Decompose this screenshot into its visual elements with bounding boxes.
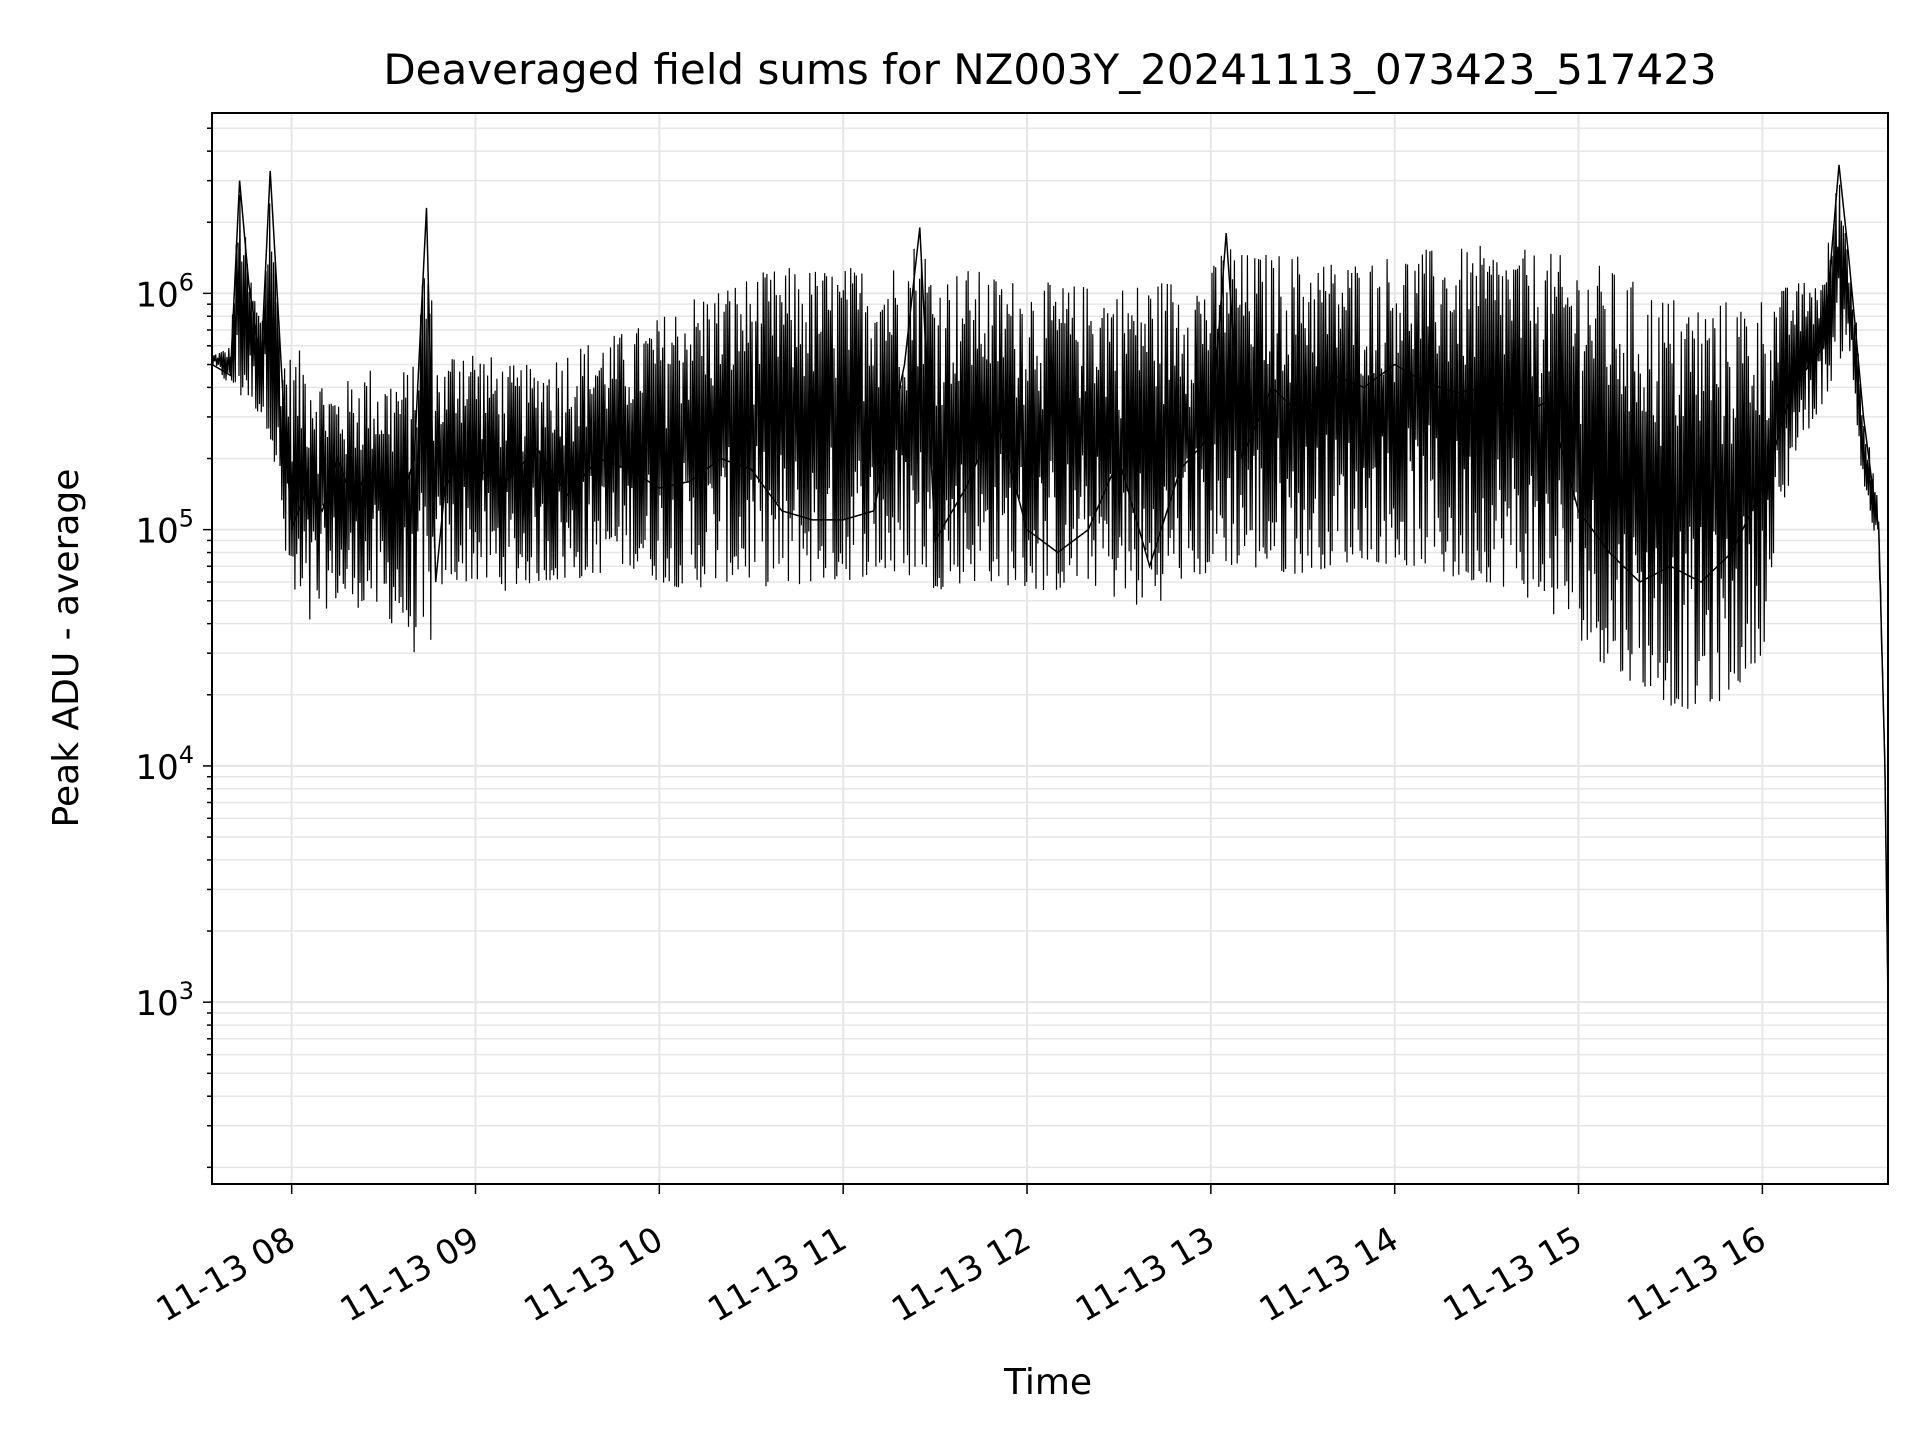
y-tick-label: 106 (135, 268, 194, 315)
y-axis-label: Peak ADU - average (46, 469, 87, 828)
chart-title: Deaveraged field sums for NZ003Y_2024111… (383, 45, 1716, 94)
y-tick-label: 104 (135, 741, 194, 788)
grid (212, 113, 1888, 1184)
series-oscillation (211, 184, 1889, 1003)
series-layer (211, 164, 1889, 1003)
y-tick-label: 103 (135, 977, 194, 1024)
y-axis: 103 104 105 106 (135, 127, 212, 1169)
x-axis-label: Time (1003, 1362, 1092, 1403)
y-tick-label: 105 (135, 505, 194, 552)
plot-frame (211, 112, 1889, 1185)
